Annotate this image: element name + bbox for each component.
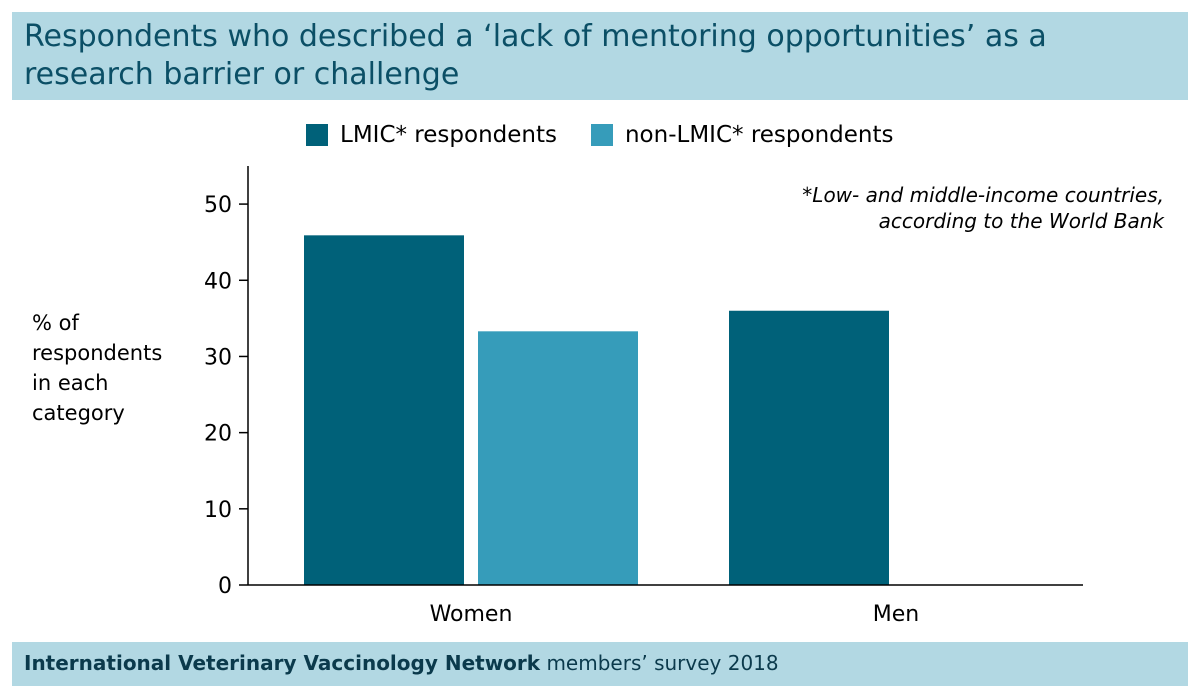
y-tick-label: 10 — [204, 498, 232, 523]
y-axis-label-line: % of — [32, 311, 79, 335]
legend-swatch-lmic — [306, 124, 328, 146]
y-axis-label-line: category — [32, 401, 125, 425]
legend-swatch-non-lmic — [590, 124, 613, 146]
y-tick-label: 40 — [204, 269, 232, 294]
bar-lmic-women — [304, 235, 464, 586]
bar-non-lmic-women — [478, 331, 638, 585]
legend-label-lmic: LMIC* respondents — [340, 122, 557, 148]
chart-title: Respondents who described a ‘lack of men… — [24, 19, 1047, 92]
legend: LMIC* respondents non-LMIC* respondents — [306, 120, 927, 150]
footnote: *Low- and middle-income countries, accor… — [744, 182, 1164, 234]
y-tick-label: 0 — [218, 574, 232, 599]
x-category-label: Men — [873, 602, 919, 627]
y-axis-label: % of respondents in each category — [32, 308, 192, 428]
y-axis-label-line: in each — [32, 371, 109, 395]
legend-item-non-lmic: non-LMIC* respondents — [590, 122, 894, 148]
footer-org-name: International Veterinary Vaccinology Net… — [24, 651, 541, 675]
y-tick-label: 50 — [204, 193, 232, 218]
bar-lmic-men — [729, 310, 889, 585]
y-tick-label: 20 — [204, 422, 232, 447]
footer-survey-text: members’ survey 2018 — [540, 651, 779, 675]
footer-credit: International Veterinary Vaccinology Net… — [24, 649, 779, 677]
y-axis-label-line: respondents — [32, 341, 163, 365]
y-tick-label: 30 — [204, 345, 232, 370]
footnote-line-1: *Low- and middle-income countries, — [802, 183, 1164, 207]
footer-banner — [12, 642, 1188, 686]
title-banner — [12, 12, 1188, 100]
footnote-line-2: according to the World Bank — [878, 209, 1164, 233]
legend-label-non-lmic: non-LMIC* respondents — [624, 122, 894, 148]
legend-item-lmic: LMIC* respondents — [306, 122, 557, 148]
x-category-label: Women — [430, 602, 513, 627]
